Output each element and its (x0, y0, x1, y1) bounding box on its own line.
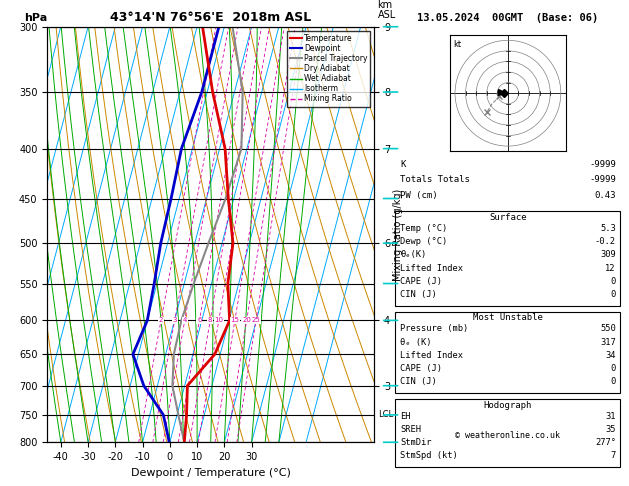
Text: θₑ (K): θₑ (K) (400, 338, 431, 347)
Title: 43°14'N 76°56'E  2018m ASL: 43°14'N 76°56'E 2018m ASL (110, 11, 311, 24)
Text: PW (cm): PW (cm) (400, 191, 438, 200)
Text: -0.2: -0.2 (595, 237, 616, 246)
Text: SREH: SREH (400, 425, 421, 434)
Text: 2: 2 (159, 317, 164, 323)
Text: 8: 8 (208, 317, 213, 323)
Bar (396, 312, 620, 393)
Text: © weatheronline.co.uk: © weatheronline.co.uk (455, 431, 560, 440)
Text: Lifted Index: Lifted Index (400, 263, 463, 273)
Text: StmSpd (kt): StmSpd (kt) (400, 451, 458, 460)
Text: km
ASL: km ASL (377, 0, 396, 20)
Bar (396, 211, 620, 306)
Text: 4: 4 (182, 317, 187, 323)
Text: Lifted Index: Lifted Index (400, 351, 463, 360)
Text: 20: 20 (242, 317, 251, 323)
Text: 10: 10 (214, 317, 223, 323)
Text: Totals Totals: Totals Totals (400, 175, 470, 185)
Text: 5.3: 5.3 (600, 224, 616, 233)
Text: K: K (400, 160, 405, 169)
X-axis label: Dewpoint / Temperature (°C): Dewpoint / Temperature (°C) (131, 468, 291, 478)
Legend: Temperature, Dewpoint, Parcel Trajectory, Dry Adiabat, Wet Adiabat, Isotherm, Mi: Temperature, Dewpoint, Parcel Trajectory… (287, 31, 370, 106)
Text: 0: 0 (611, 277, 616, 286)
Text: Most Unstable: Most Unstable (473, 313, 543, 322)
Text: Pressure (mb): Pressure (mb) (400, 324, 468, 333)
Text: Surface: Surface (489, 213, 526, 222)
Text: 0: 0 (611, 290, 616, 299)
Text: 3: 3 (172, 317, 177, 323)
Text: 309: 309 (600, 250, 616, 260)
Text: 0: 0 (611, 378, 616, 386)
Text: Hodograph: Hodograph (484, 400, 532, 410)
Text: 25: 25 (252, 317, 260, 323)
Text: 13.05.2024  00GMT  (Base: 06): 13.05.2024 00GMT (Base: 06) (417, 13, 599, 22)
Text: 317: 317 (600, 338, 616, 347)
Text: LCL: LCL (379, 410, 394, 419)
Text: hPa: hPa (25, 13, 48, 22)
Y-axis label: Mixing Ratio (g/kg): Mixing Ratio (g/kg) (393, 189, 403, 280)
Text: 550: 550 (600, 324, 616, 333)
Text: 0: 0 (611, 364, 616, 373)
Text: 35: 35 (605, 425, 616, 434)
Text: CIN (J): CIN (J) (400, 378, 437, 386)
Text: -9999: -9999 (589, 160, 616, 169)
Text: CAPE (J): CAPE (J) (400, 277, 442, 286)
Text: 34: 34 (605, 351, 616, 360)
Text: 31: 31 (605, 412, 616, 420)
Text: CAPE (J): CAPE (J) (400, 364, 442, 373)
Text: 15: 15 (230, 317, 239, 323)
Text: 12: 12 (605, 263, 616, 273)
Text: Dewp (°C): Dewp (°C) (400, 237, 447, 246)
Text: -9999: -9999 (589, 175, 616, 185)
Bar (396, 399, 620, 467)
Text: 0.43: 0.43 (594, 191, 616, 200)
Text: θₑ(K): θₑ(K) (400, 250, 426, 260)
Text: 6: 6 (197, 317, 202, 323)
Text: CIN (J): CIN (J) (400, 290, 437, 299)
Text: 7: 7 (611, 451, 616, 460)
Text: 277°: 277° (595, 438, 616, 447)
Text: StmDir: StmDir (400, 438, 431, 447)
Text: EH: EH (400, 412, 411, 420)
Text: Temp (°C): Temp (°C) (400, 224, 447, 233)
